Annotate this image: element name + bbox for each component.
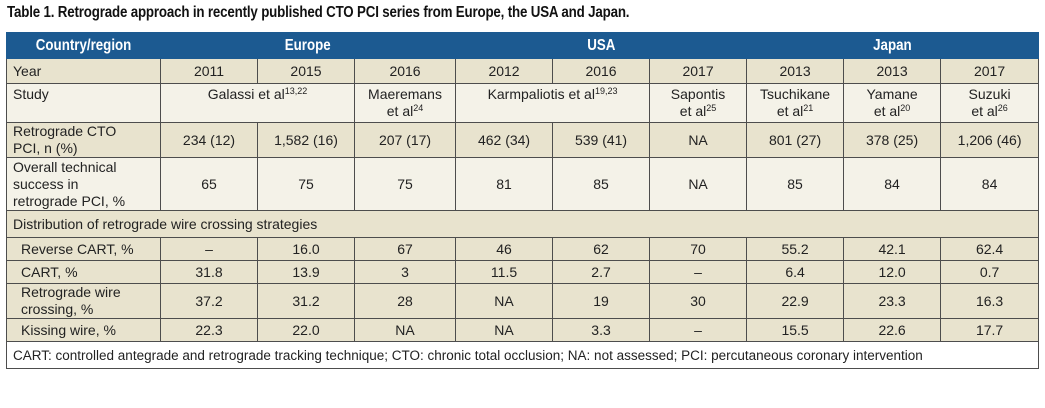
reverse-cart-row: Reverse CART, % – 16.0 67 46 62 70 55.2 … [6,237,1040,261]
footnote-row: CART: controlled antegrade and retrograd… [5,341,1040,369]
cell: 801 (27) [746,122,845,158]
cell: NA [649,122,748,158]
cell: 3 [353,260,457,284]
cell: 6.4 [746,260,845,284]
cart-row: CART, % 31.8 13.9 3 11.5 2.7 – 6.4 12.0 … [6,260,1040,284]
cell: 16.0 [257,237,355,261]
cell: 15.5 [746,318,845,342]
cell: 23.3 [843,283,942,319]
cell: 62 [552,237,651,261]
cell: 16.3 [940,283,1040,319]
cell: 70 [649,237,748,261]
cell: 207 (17) [353,122,457,158]
row-label: Kissing wire, % [6,318,161,342]
cell: 2017 [940,58,1040,84]
study-cell: Sapontis et al25 [649,83,748,123]
footnote: CART: controlled antegrade and retrograd… [5,341,1040,369]
cell: 28 [353,283,457,319]
cell: 2016 [552,58,651,84]
cell: 85 [552,157,651,211]
row-label: Reverse CART, % [6,237,161,261]
table-title: Table 1. Retrograde approach in recently… [7,4,630,21]
cell: 2015 [257,58,355,84]
cell: 46 [455,237,554,261]
cell: 234 (12) [160,122,258,158]
cell: 67 [353,237,457,261]
study-cell: Karmpaliotis et al19,23 [455,83,651,123]
section-label: Distribution of retrograde wire crossing… [5,210,1040,238]
cell: 2012 [455,58,554,84]
cell: 2.7 [552,260,651,284]
study-cell: Suzuki et al26 [940,83,1040,123]
cell: 22.6 [843,318,942,342]
cell: 1,582 (16) [257,122,355,158]
cell: 81 [455,157,554,211]
cell: 62.4 [940,237,1040,261]
row-label: Retrograde CTO PCI, n (%) [6,122,161,158]
cell: 84 [940,157,1040,211]
row-label: CART, % [6,260,161,284]
cell: 378 (25) [843,122,942,158]
row-label: Study [6,83,161,123]
cell: 85 [746,157,845,211]
cell: 42.1 [843,237,942,261]
cell: 0.7 [940,260,1040,284]
year-row: Year 2011 2015 2016 2012 2016 2017 2013 … [6,58,1040,84]
row-label: Year [6,58,161,84]
header-country-region: Country/region [6,32,161,59]
cell: 31.8 [160,260,258,284]
data-table: Country/region Europe USA Japan Year 201… [5,32,1040,369]
cell: – [649,318,748,342]
cell: NA [649,157,748,211]
cell: NA [353,318,457,342]
header-row: Country/region Europe USA Japan [6,32,1040,59]
cell: 19 [552,283,651,319]
study-cell: Maeremans et al24 [353,83,457,123]
header-japan: Japan [746,32,1040,59]
retrograde-wire-row: Retrograde wire crossing, % 37.2 31.2 28 … [6,283,1040,319]
study-cell: Galassi et al13,22 [160,83,355,123]
cell: 37.2 [160,283,258,319]
cell: 55.2 [746,237,845,261]
study-row: Study Galassi et al13,22 Maeremans et al2… [6,83,1040,123]
cell: 2017 [649,58,748,84]
cell: 2016 [353,58,457,84]
cell: – [160,237,258,261]
cell: 84 [843,157,942,211]
cell: 22.0 [257,318,355,342]
cell: 462 (34) [455,122,554,158]
cell: NA [455,283,554,319]
cell: 2011 [160,58,258,84]
cell: 65 [160,157,258,211]
overall-success-row: Overall technical success in retrograde PC… [6,157,1040,211]
study-cell: Yamane et al20 [843,83,942,123]
cell: NA [455,318,554,342]
cell: 539 (41) [552,122,651,158]
cell: – [649,260,748,284]
distribution-row: Distribution of retrograde wire crossing… [5,210,1040,238]
cell: 13.9 [257,260,355,284]
cell: 2013 [746,58,845,84]
cell: 1,206 (46) [940,122,1040,158]
cell: 11.5 [455,260,554,284]
header-europe: Europe [159,32,457,59]
kissing-wire-row: Kissing wire, % 22.3 22.0 NA NA 3.3 – 15… [6,318,1040,342]
row-label: Retrograde wire crossing, % [6,283,161,319]
cell: 12.0 [843,260,942,284]
cell: 22.3 [160,318,258,342]
cell: 17.7 [940,318,1040,342]
row-label: Overall technical success in retrograde PC… [6,157,161,211]
cell: 31.2 [257,283,355,319]
cell: 2013 [843,58,942,84]
header-usa: USA [455,32,748,59]
cell: 75 [353,157,457,211]
cell: 30 [649,283,748,319]
retrograde-row: Retrograde CTO PCI, n (%) 234 (12) 1,582 … [6,122,1040,158]
cell: 75 [257,157,355,211]
study-cell: Tsuchikane et al21 [746,83,845,123]
cell: 22.9 [746,283,845,319]
cell: 3.3 [552,318,651,342]
